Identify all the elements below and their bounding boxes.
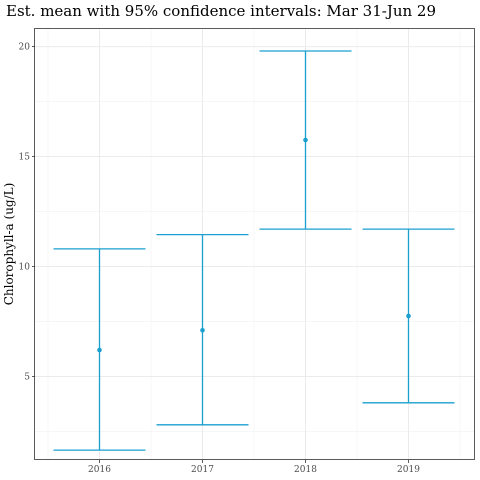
- mean-point: [303, 137, 308, 143]
- errorbar-2016: [53, 248, 146, 451]
- errorbar-2019: [362, 228, 455, 404]
- y-tick-label: 20: [19, 43, 31, 53]
- chart-title: Est. mean with 95% confidence intervals:…: [6, 2, 436, 20]
- axis-ticks: 5 10 15 20 2016 2017 2018 2019: [19, 43, 421, 475]
- x-tick-label: 2016: [88, 465, 111, 475]
- y-tick-label: 10: [19, 262, 31, 272]
- mean-point: [406, 313, 411, 319]
- x-tick-label: 2019: [397, 465, 420, 475]
- mean-point: [200, 327, 205, 333]
- y-tick-label: 5: [24, 372, 30, 382]
- plot-panel: [34, 28, 475, 460]
- y-tick-label: 15: [19, 153, 31, 163]
- x-tick-label: 2017: [191, 465, 214, 475]
- errorbar-2017: [156, 233, 249, 426]
- error-bars: [53, 50, 455, 451]
- mean-point: [97, 347, 102, 353]
- errorbar-2018: [259, 50, 352, 230]
- x-tick-label: 2018: [294, 465, 317, 475]
- y-axis-title: Chlorophyll-a (ug/L): [2, 183, 16, 306]
